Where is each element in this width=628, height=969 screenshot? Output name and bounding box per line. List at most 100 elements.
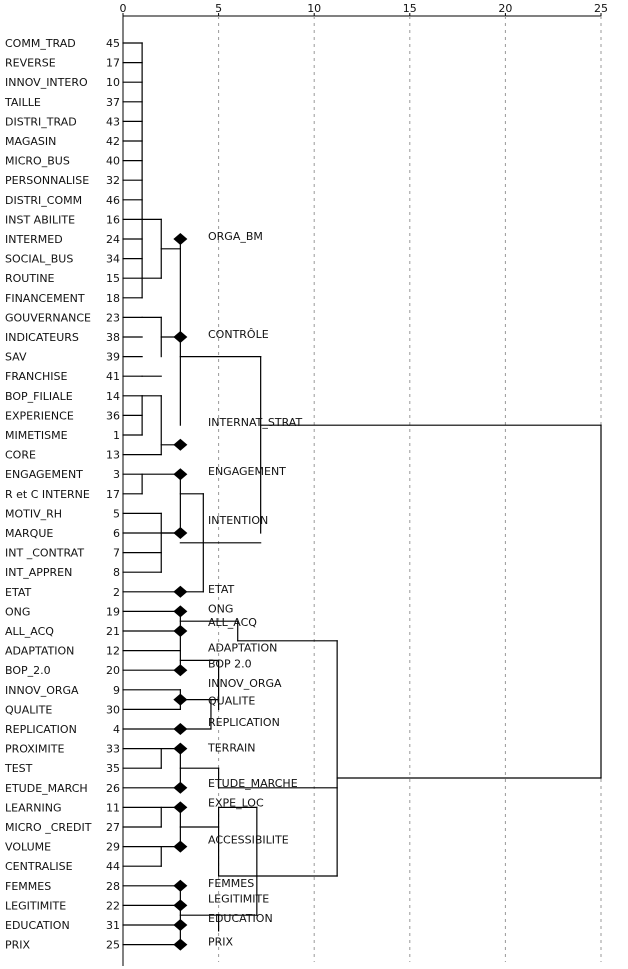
row-label: INNOV_INTERO (5, 76, 88, 89)
row-label: LEGITIMITE (5, 899, 66, 912)
row-label: DISTRI_TRAD (5, 115, 77, 128)
row-number: 13 (106, 449, 120, 462)
row-number: 1 (113, 429, 120, 442)
row-label: MICRO _CREDIT (5, 821, 92, 834)
row-label: SOCIAL_BUS (5, 253, 73, 266)
row-label: EXPERIENCE (5, 409, 74, 422)
row-label: BOP_FILIALE (5, 390, 73, 403)
row-number: 26 (106, 782, 120, 795)
row-number: 11 (106, 801, 120, 814)
row-label: LEARNING (5, 801, 61, 814)
row-label: FRANCHISE (5, 370, 67, 383)
row-label: COMM_TRAD (5, 37, 76, 50)
row-label: INNOV_ORGA (5, 684, 79, 697)
row-number: 28 (106, 880, 120, 893)
cluster-label: INTENTION (208, 514, 268, 527)
row-number: 14 (106, 390, 120, 403)
dendrogram-links (122, 42, 602, 946)
row-number: 35 (106, 762, 120, 775)
row-label: PRIX (5, 939, 31, 952)
row-label: CORE (5, 449, 36, 462)
row-label: ETAT (5, 586, 31, 599)
row-number: 8 (113, 566, 120, 579)
row-number: 46 (106, 194, 120, 207)
row-number: 36 (106, 409, 120, 422)
cluster-label: EDUCATION (208, 912, 273, 925)
cluster-diamond (173, 899, 188, 912)
row-number: 29 (106, 841, 120, 854)
row-label: PROXIMITE (5, 743, 64, 756)
cluster-diamond (173, 438, 188, 451)
cluster-diamond (173, 919, 188, 931)
row-number: 27 (106, 821, 120, 834)
cluster-markers (173, 233, 188, 951)
cluster-diamond (173, 664, 188, 677)
axis-tick-label: 10 (307, 2, 321, 15)
row-number: 41 (106, 370, 120, 383)
row-number: 15 (106, 272, 120, 285)
row-label: INST ABILITE (5, 213, 75, 226)
cluster-diamond (173, 468, 188, 481)
row-number: 23 (106, 311, 120, 324)
row-number: 16 (106, 213, 120, 226)
row-number: 7 (113, 547, 120, 560)
cluster-label: REPLICATION (208, 716, 280, 729)
row-number: 9 (113, 684, 120, 697)
cluster-label: ADAPTATION (208, 642, 277, 655)
row-label: PERSONNALISE (5, 174, 89, 187)
axis-tick-label: 20 (498, 2, 512, 15)
cluster-diamond (173, 781, 188, 794)
row-label: FINANCEMENT (5, 292, 85, 305)
row-number: 17 (106, 57, 120, 70)
row-number: 17 (106, 488, 120, 501)
row-label: MICRO_BUS (5, 155, 70, 168)
cluster-label: FEMMES (208, 877, 254, 890)
cluster-label: ENGAGEMENT (208, 465, 286, 478)
row-number: 6 (113, 527, 120, 540)
row-number: 37 (106, 96, 120, 109)
cluster-label: ORGA_BM (208, 230, 263, 243)
cluster-diamond (173, 723, 188, 735)
cluster-diamond (173, 938, 188, 951)
cluster-label: PRIX (208, 936, 234, 949)
row-number: 42 (106, 135, 120, 148)
row-label: INT_APPREN (5, 566, 72, 579)
row-label: MIMETISME (5, 429, 68, 442)
row-label: MARQUE (5, 527, 53, 540)
row-number: 21 (106, 625, 120, 638)
cluster-label: TERRAIN (207, 742, 256, 755)
row-number: 25 (106, 939, 120, 952)
axis-tick-label: 5 (215, 2, 222, 15)
row-label: ROUTINE (5, 272, 55, 285)
row-label: ALL_ACQ (5, 625, 54, 638)
cluster-diamond (173, 742, 188, 755)
cluster-label: INNOV_ORGA (208, 677, 282, 690)
row-number: 4 (113, 723, 120, 736)
cluster-diamond (173, 527, 188, 539)
axis-tick-label: 15 (403, 2, 417, 15)
cluster-diamond (173, 693, 188, 706)
row-label: REPLICATION (5, 723, 77, 736)
cluster-diamond (173, 233, 188, 245)
cluster-diamond (173, 625, 188, 637)
row-number: 31 (106, 919, 120, 932)
cluster-diamond (173, 585, 188, 598)
row-number: 12 (106, 645, 120, 658)
row-label: REVERSE (5, 57, 56, 70)
cluster-label: ACCESSIBILITE (208, 834, 289, 847)
row-label: TAILLE (4, 96, 41, 109)
cluster-label: ETAT (208, 583, 234, 596)
row-label: GOUVERNANCE (5, 311, 91, 324)
row-label: BOP_2.0 (5, 664, 51, 677)
row-number: 19 (106, 605, 120, 618)
row-label: QUALITE (5, 703, 52, 716)
cluster-label: ALL_ACQ (208, 616, 257, 629)
row-label: INTERMED (5, 233, 63, 246)
row-label: SAV (5, 351, 27, 364)
cluster-labels: ORGA_BM CONTRÔLE INTERNAT_STRAT ENGAGEMENT I… (207, 230, 302, 949)
row-number: 30 (106, 703, 120, 716)
cluster-diamond (173, 801, 188, 814)
cluster-label: CONTRÔLE (208, 328, 269, 341)
row-label: ONG (5, 605, 30, 618)
